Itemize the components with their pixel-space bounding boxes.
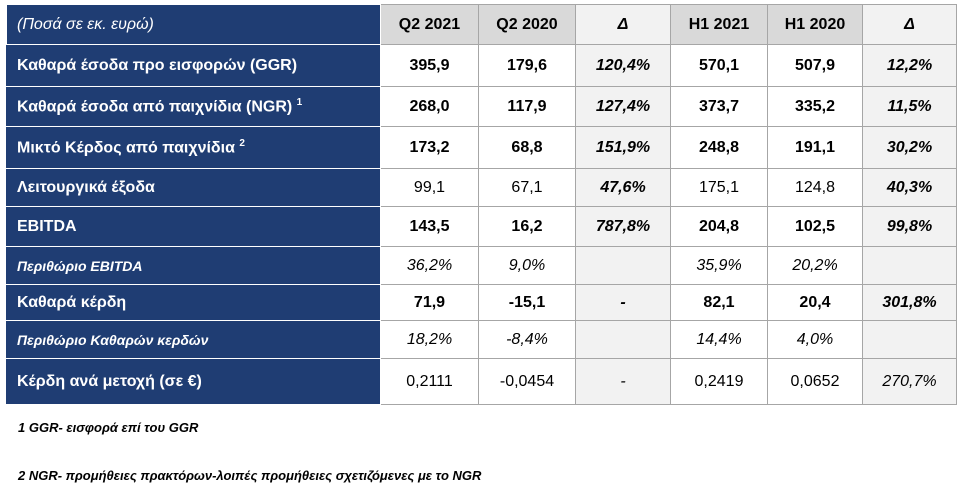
row-label: Περιθώριο Καθαρών κερδών (6, 320, 381, 359)
value-cell: 36,2% (380, 246, 479, 285)
value-cell: 0,2111 (380, 358, 479, 405)
value-cell: 20,4 (767, 284, 863, 321)
value-cell: 175,1 (670, 168, 768, 207)
value-cell: 191,1 (767, 126, 863, 169)
value-cell: 124,8 (767, 168, 863, 207)
header-cell: (Ποσά σε εκ. ευρώ) (6, 4, 381, 45)
label-text: Καθαρά έσοδα από παιχνίδια (NGR) (17, 98, 293, 116)
value-cell: 270,7% (862, 358, 957, 405)
value-cell: 47,6% (575, 168, 671, 207)
value-cell: 0,2419 (670, 358, 768, 405)
header-cell: Δ (862, 4, 957, 45)
value-cell: 16,2 (478, 206, 576, 247)
value-cell: -0,0454 (478, 358, 576, 405)
value-cell: 102,5 (767, 206, 863, 247)
empty-cell (862, 246, 957, 285)
row-label: EBITDA (6, 206, 381, 247)
value-cell: -15,1 (478, 284, 576, 321)
row-label: Λειτουργικά έξοδα (6, 168, 381, 207)
value-cell: 117,9 (478, 86, 576, 127)
value-cell: 127,4% (575, 86, 671, 127)
table-row: Περιθώριο Καθαρών κερδών 18,2% -8,4% 14,4% 4… (6, 320, 957, 359)
results-table: (Ποσά σε εκ. ευρώ) Q2 2021 Q2 2020 Δ H1 2021… (6, 4, 957, 405)
label-text: Περιθώριο EBITDA (17, 257, 143, 274)
value-cell: 395,9 (380, 44, 479, 87)
value-cell: 99,1 (380, 168, 479, 207)
row-label: Κέρδη ανά μετοχή (σε €) (6, 358, 381, 405)
value-cell: 143,5 (380, 206, 479, 247)
value-cell: 204,8 (670, 206, 768, 247)
value-cell: 301,8% (862, 284, 957, 321)
footnote: 2 NGR- προμήθειες πρακτόρων-λοιπές προμή… (18, 468, 482, 483)
value-cell: 35,9% (670, 246, 768, 285)
label-text: Λειτουργικά έξοδα (17, 178, 155, 196)
value-cell: 18,2% (380, 320, 479, 359)
value-cell: 335,2 (767, 86, 863, 127)
table-row: Κέρδη ανά μετοχή (σε €) 0,2111 -0,0454-0,2… (6, 358, 957, 405)
value-cell: 787,8% (575, 206, 671, 247)
value-cell: 507,9 (767, 44, 863, 87)
table-row: Καθαρά κέρδη 71,9 -15,1-82,1 20,4 301,8% (6, 284, 957, 321)
empty-cell (862, 320, 957, 359)
value-cell: 40,3% (862, 168, 957, 207)
value-cell: 12,2% (862, 44, 957, 87)
value-cell: 0,0652 (767, 358, 863, 405)
value-cell: 248,8 (670, 126, 768, 169)
table-row: Περιθώριο EBITDA 36,2% 9,0% 35,9% 20,2% (6, 246, 957, 285)
row-label: Περιθώριο EBITDA (6, 246, 381, 285)
value-cell: -8,4% (478, 320, 576, 359)
header-cell: H1 2020 (767, 4, 863, 45)
row-label: Καθαρά κέρδη (6, 284, 381, 321)
value-cell: 120,4% (575, 44, 671, 87)
value-cell: 71,9 (380, 284, 479, 321)
value-cell: 268,0 (380, 86, 479, 127)
value-cell: 30,2% (862, 126, 957, 169)
value-cell: 67,1 (478, 168, 576, 207)
value-cell: 373,7 (670, 86, 768, 127)
footnote: 1 GGR- εισφορά επί του GGR (18, 420, 199, 435)
value-cell: 570,1 (670, 44, 768, 87)
header-cell: Q2 2020 (478, 4, 576, 45)
value-cell: 82,1 (670, 284, 768, 321)
table-row: Καθαρά έσοδα από παιχνίδια (NGR) 1 268,0 1… (6, 86, 957, 127)
value-cell: 173,2 (380, 126, 479, 169)
header-cell: Δ (575, 4, 671, 45)
table-row: EBITDA 143,5 16,2 787,8% 204,8 102,5 99,8% (6, 206, 957, 247)
table-row: Μικτό Κέρδος από παιχνίδια 2 173,2 68,8 151… (6, 126, 957, 169)
value-cell: - (575, 358, 671, 405)
value-cell: 68,8 (478, 126, 576, 169)
value-cell: 99,8% (862, 206, 957, 247)
header-cell: H1 2021 (670, 4, 768, 45)
table-body: Καθαρά έσοδα προ εισφορών (GGR) 395,9 179,… (6, 44, 957, 405)
label-text: Περιθώριο Καθαρών κερδών (17, 331, 209, 348)
empty-cell (575, 320, 671, 359)
table-row: Λειτουργικά έξοδα 99,1 67,1 47,6% 175,1 124,8… (6, 168, 957, 207)
row-label: Μικτό Κέρδος από παιχνίδια 2 (6, 126, 381, 169)
label-text: EBITDA (17, 217, 77, 235)
value-cell: 9,0% (478, 246, 576, 285)
footnote-ref: 2 (239, 137, 245, 149)
label-text: Καθαρά κέρδη (17, 293, 127, 311)
value-cell: - (575, 284, 671, 321)
value-cell: 14,4% (670, 320, 768, 359)
header-row: (Ποσά σε εκ. ευρώ) Q2 2021 Q2 2020 Δ H1 2021… (6, 4, 957, 45)
value-cell: 4,0% (767, 320, 863, 359)
value-cell: 151,9% (575, 126, 671, 169)
label-text: Μικτό Κέρδος από παιχνίδια (17, 139, 235, 157)
label-text: Κέρδη ανά μετοχή (σε €) (17, 372, 202, 390)
table-row: Καθαρά έσοδα προ εισφορών (GGR) 395,9 179,… (6, 44, 957, 87)
value-cell: 11,5% (862, 86, 957, 127)
footnote-ref: 1 (296, 96, 303, 108)
label-text: Καθαρά έσοδα προ εισφορών (GGR) (17, 56, 298, 74)
empty-cell (575, 246, 671, 285)
value-cell: 179,6 (478, 44, 576, 87)
row-label: Καθαρά έσοδα από παιχνίδια (NGR) 1 (6, 86, 381, 127)
header-cell: Q2 2021 (380, 4, 479, 45)
row-label: Καθαρά έσοδα προ εισφορών (GGR) (6, 44, 381, 87)
value-cell: 20,2% (767, 246, 863, 285)
